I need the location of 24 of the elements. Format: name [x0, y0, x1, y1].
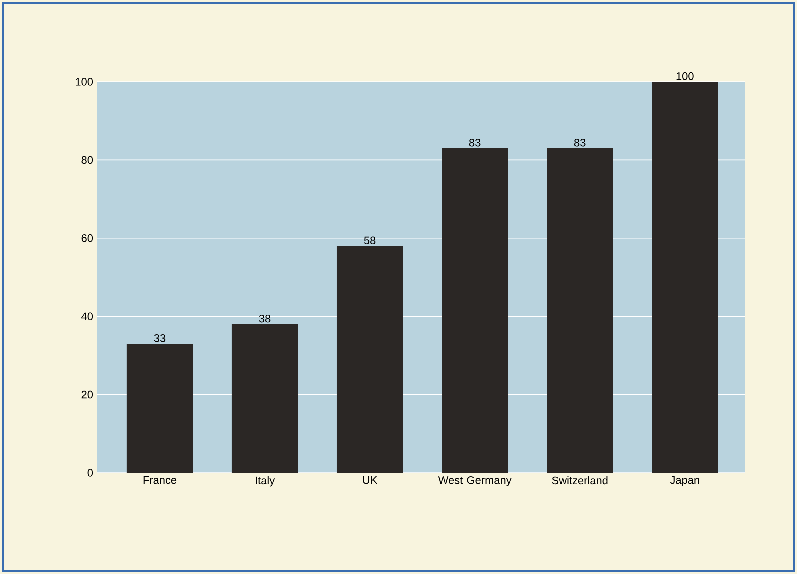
- x-tick-label: Italy: [256, 476, 276, 487]
- x-tick-label: France: [144, 476, 177, 484]
- data-label: 83: [469, 139, 481, 147]
- bar: [547, 148, 614, 473]
- y-tick-label: 20: [82, 390, 94, 399]
- data-label: 38: [259, 314, 271, 323]
- bar: [232, 324, 298, 473]
- y-tick-label: 80: [82, 156, 94, 164]
- bar: [652, 82, 718, 473]
- data-label: 58: [364, 236, 376, 245]
- y-tick-label: 0: [88, 469, 94, 477]
- x-tick-label: Switzerland: [552, 476, 608, 485]
- y-tick-label: 100: [76, 78, 94, 86]
- x-tick-label: West Germany: [438, 476, 512, 486]
- x-tick-label: UK: [363, 476, 378, 484]
- bar: [126, 344, 194, 473]
- data-label: 100: [676, 72, 694, 80]
- y-tick-label: 60: [82, 234, 94, 242]
- data-label: 83: [574, 139, 586, 147]
- x-tick-label: Japan: [670, 476, 700, 486]
- y-tick-label: 40: [82, 312, 94, 320]
- data-label: 33: [154, 334, 166, 342]
- bar: [336, 246, 404, 473]
- bar: [442, 148, 508, 473]
